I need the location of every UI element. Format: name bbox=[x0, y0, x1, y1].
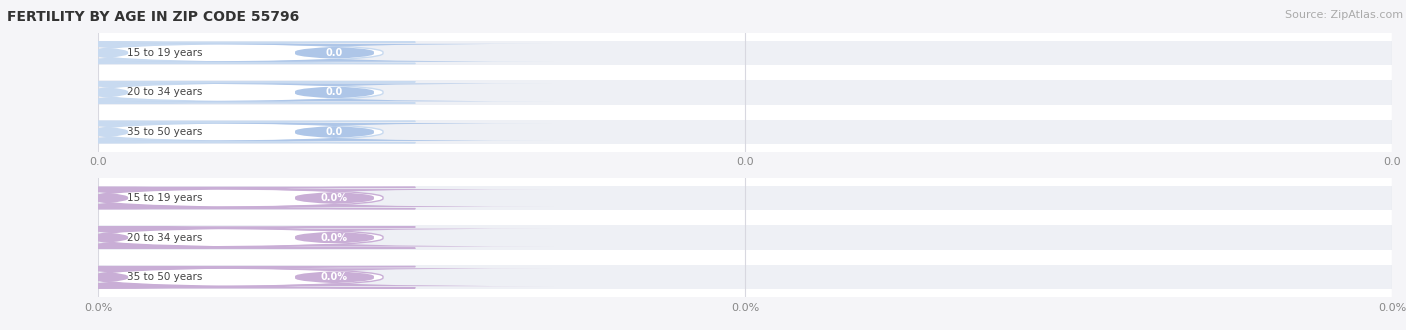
Text: FERTILITY BY AGE IN ZIP CODE 55796: FERTILITY BY AGE IN ZIP CODE 55796 bbox=[7, 10, 299, 24]
Text: 0.0: 0.0 bbox=[326, 127, 343, 137]
FancyBboxPatch shape bbox=[86, 120, 1405, 144]
Text: 20 to 34 years: 20 to 34 years bbox=[127, 87, 202, 97]
Text: 0.0: 0.0 bbox=[326, 48, 343, 58]
Text: 0.0%: 0.0% bbox=[321, 233, 349, 243]
FancyBboxPatch shape bbox=[0, 267, 415, 288]
FancyBboxPatch shape bbox=[115, 189, 554, 207]
FancyBboxPatch shape bbox=[86, 112, 1405, 152]
FancyBboxPatch shape bbox=[115, 123, 554, 141]
FancyBboxPatch shape bbox=[115, 44, 554, 62]
FancyBboxPatch shape bbox=[86, 80, 1405, 105]
FancyBboxPatch shape bbox=[59, 82, 415, 103]
FancyBboxPatch shape bbox=[86, 225, 1405, 250]
Text: 20 to 34 years: 20 to 34 years bbox=[127, 233, 202, 243]
Text: 15 to 19 years: 15 to 19 years bbox=[127, 193, 202, 203]
FancyBboxPatch shape bbox=[115, 229, 554, 247]
Text: 0.0: 0.0 bbox=[326, 87, 343, 97]
Text: 35 to 50 years: 35 to 50 years bbox=[127, 127, 202, 137]
FancyBboxPatch shape bbox=[0, 42, 415, 63]
FancyBboxPatch shape bbox=[115, 83, 554, 101]
FancyBboxPatch shape bbox=[0, 227, 415, 248]
FancyBboxPatch shape bbox=[0, 121, 415, 143]
Text: Source: ZipAtlas.com: Source: ZipAtlas.com bbox=[1285, 10, 1403, 20]
FancyBboxPatch shape bbox=[59, 121, 415, 143]
FancyBboxPatch shape bbox=[59, 42, 415, 63]
FancyBboxPatch shape bbox=[0, 82, 415, 103]
Text: 0.0%: 0.0% bbox=[321, 193, 349, 203]
FancyBboxPatch shape bbox=[86, 218, 1405, 257]
FancyBboxPatch shape bbox=[86, 178, 1405, 218]
Text: 15 to 19 years: 15 to 19 years bbox=[127, 48, 202, 58]
Text: 0.0%: 0.0% bbox=[321, 272, 349, 282]
Text: 35 to 50 years: 35 to 50 years bbox=[127, 272, 202, 282]
FancyBboxPatch shape bbox=[86, 186, 1405, 210]
FancyBboxPatch shape bbox=[115, 268, 554, 286]
FancyBboxPatch shape bbox=[59, 187, 415, 209]
FancyBboxPatch shape bbox=[86, 33, 1405, 73]
FancyBboxPatch shape bbox=[59, 267, 415, 288]
FancyBboxPatch shape bbox=[86, 257, 1405, 297]
FancyBboxPatch shape bbox=[86, 265, 1405, 289]
FancyBboxPatch shape bbox=[86, 73, 1405, 112]
FancyBboxPatch shape bbox=[86, 41, 1405, 65]
FancyBboxPatch shape bbox=[59, 227, 415, 248]
FancyBboxPatch shape bbox=[0, 187, 415, 209]
